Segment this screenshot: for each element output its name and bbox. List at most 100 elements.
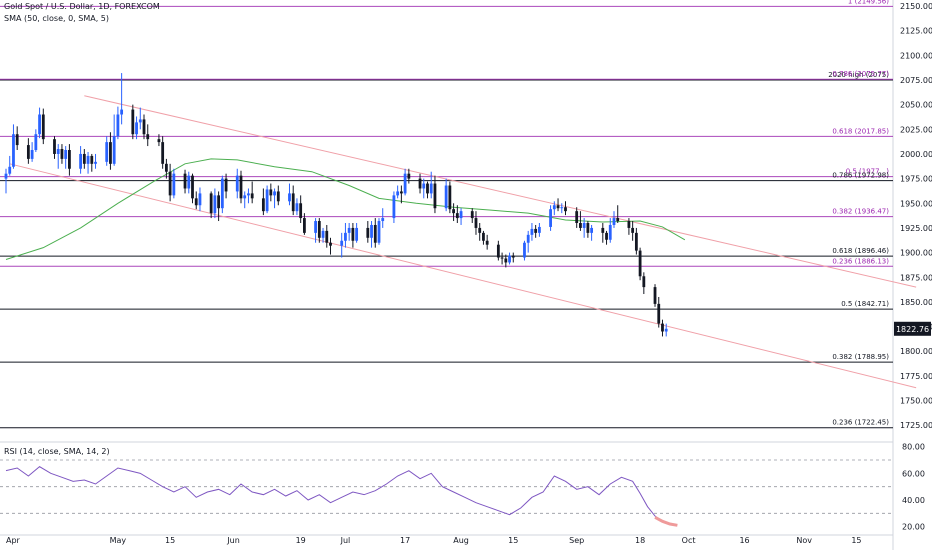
candle [295,198,299,216]
last-price-tag: 1822.76 [894,321,931,336]
candle-body [661,323,664,332]
candle-body [172,173,176,196]
level-label: 0.382 (1936.47) [832,208,889,216]
candle-body [94,161,97,164]
candle-body [340,240,344,246]
candle [235,168,239,199]
candle [511,252,515,263]
candle [269,183,273,202]
candle-body [582,223,586,228]
candle [250,181,254,204]
candle-body [295,203,299,212]
candle-body [250,193,254,199]
price-tick-label: 1725.00 [900,421,932,430]
price-tick-label: 2075.00 [900,76,932,85]
candle-body [452,209,455,214]
candle [470,208,474,223]
candle-body [86,155,90,164]
candle-body [164,163,168,172]
candle [634,227,638,255]
candle-body [317,221,321,238]
candle [261,188,265,216]
time-tick-label: Jun [226,536,240,545]
candle [612,211,616,228]
time-tick-label: May [110,536,127,545]
candle [590,224,594,241]
candle-body [351,227,355,241]
candle [291,185,295,216]
candle-body [239,175,243,199]
candle-body [344,232,347,241]
level-label: 0.382 (1788.95) [832,353,889,361]
candle-body [616,218,620,222]
price-tick-label: 2000.00 [900,150,932,159]
candle-body [64,150,68,159]
candle-body [608,224,612,240]
candle-body [321,230,325,238]
candle [381,208,385,228]
candle-body [41,114,45,140]
candle [299,195,303,223]
candle [560,203,564,214]
candle [34,129,38,152]
candle-body [373,224,377,243]
time-tick-label: Sep [569,536,584,545]
candle-body [455,213,459,219]
candle [243,191,247,209]
sma-line [5,158,686,260]
candle [224,173,228,199]
rsi-tick-label: 80.00 [902,443,925,452]
candle [586,221,590,238]
candle [564,201,567,216]
candle-body [444,185,448,209]
candle [198,187,202,212]
candle-body [511,255,515,258]
candle [94,153,97,169]
price-axis[interactable]: 2150.00 2125.00 2100.00 2075.00 2050.00 2025.… [900,2,932,532]
time-tick-label: Oct [682,536,696,545]
rsi-pane [0,459,893,527]
price-tick-label: 1750.00 [900,397,932,406]
candle [56,144,60,169]
price-tick-label: 1800.00 [900,347,932,356]
candle-body [291,193,295,212]
candle [418,173,422,194]
candle [459,208,463,225]
candle [429,171,433,199]
candle [616,205,620,223]
level-label: 2020 high (2075) [828,71,889,79]
last-price-box [894,321,931,336]
candle-body [470,211,474,219]
candle [109,132,112,170]
candle [209,191,213,219]
price-tick-label: 2125.00 [900,27,932,36]
candle-body [590,227,594,233]
candle [168,163,172,202]
price-tick-label: 1925.00 [900,224,932,233]
candle-body [243,195,247,199]
candle-body [396,191,400,196]
candle [325,224,329,248]
candle [8,155,12,176]
candle-body [459,211,463,219]
candle [508,252,511,265]
candle [426,181,429,199]
candle [340,232,344,258]
candle [26,138,30,164]
candle-body [8,166,12,174]
candle [112,114,116,166]
candle-body [4,173,8,179]
candle-body [485,240,489,245]
candle-body [303,218,306,233]
candle [53,136,56,159]
time-axis[interactable]: Apr May 15 Jun 19 Jul 17 Aug 15 Sep 18 Oct 16 Nov 15 [6,536,862,545]
level-label: 0.618 (2017.85) [832,127,889,135]
candle-body [627,221,631,228]
candle-body [34,134,38,151]
candle-body [355,227,359,241]
price-tick-label: 1850.00 [900,298,932,307]
candle [135,116,138,140]
candle [120,73,124,125]
candle-body [448,185,452,210]
